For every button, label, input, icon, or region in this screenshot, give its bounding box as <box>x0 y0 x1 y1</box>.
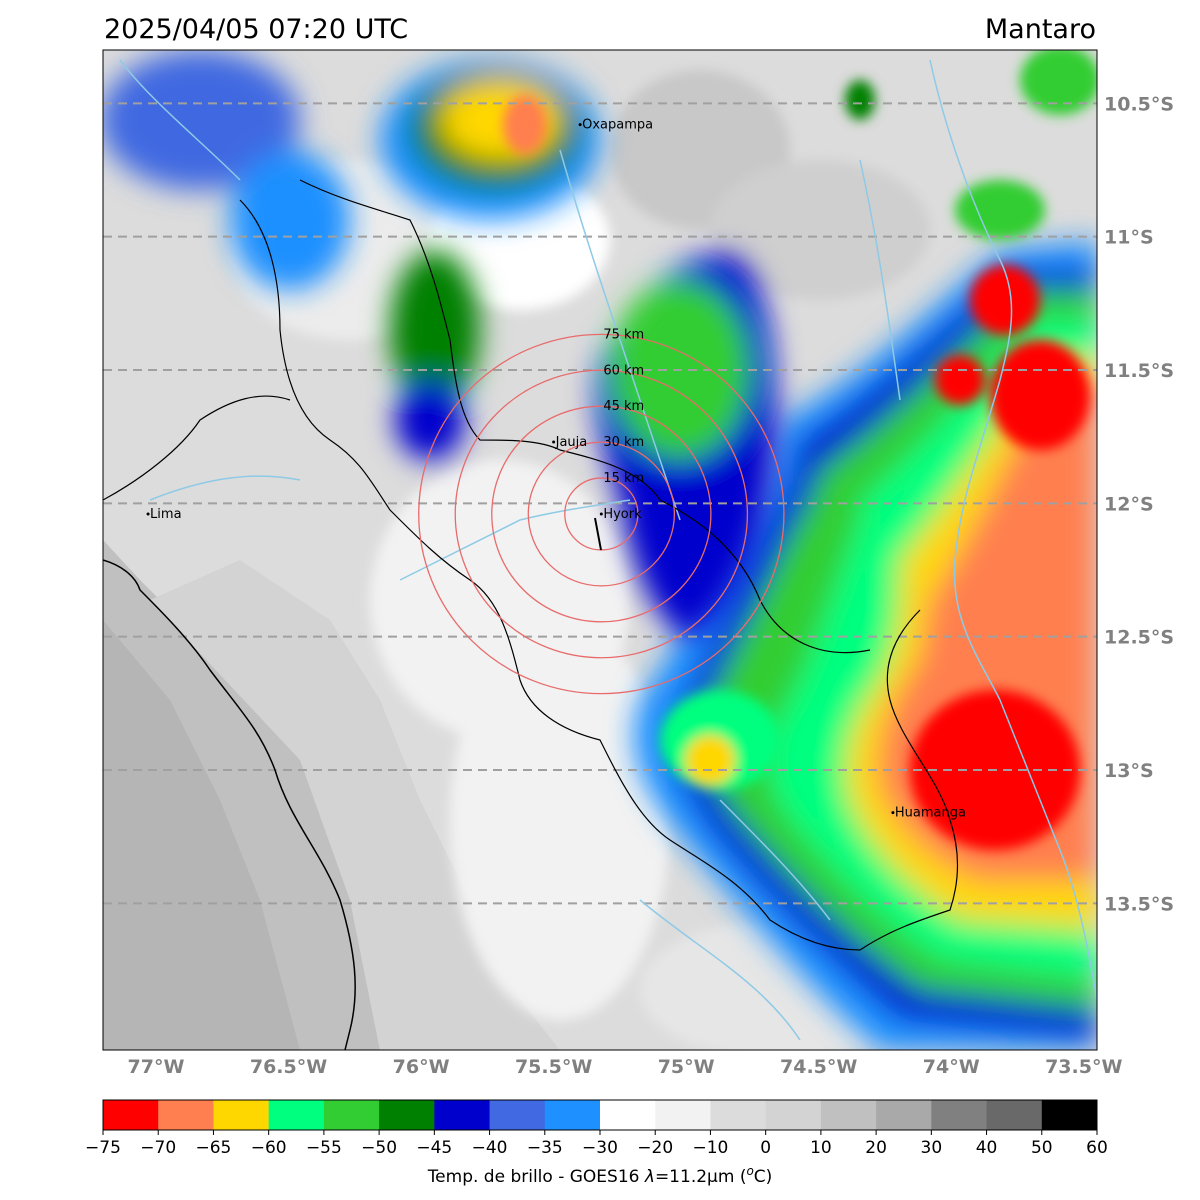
lat-tick-label: 13.5°S <box>1104 893 1174 915</box>
colorbar-tick-label: −45 <box>416 1138 452 1158</box>
radar-ring-label: 15 km <box>603 471 644 486</box>
latitude-gridlines <box>103 102 1097 905</box>
colorbar-tick-label: 0 <box>760 1138 771 1158</box>
colorbar-label-unit: C) <box>754 1167 773 1187</box>
colorbar-tick-label: −50 <box>361 1138 397 1158</box>
colorbar-tick-label: −30 <box>582 1138 618 1158</box>
radar-ring-label: 30 km <box>603 435 644 450</box>
political-borders <box>103 179 959 1050</box>
colorbar-segment <box>600 1100 656 1130</box>
colorbar-segment <box>986 1100 1043 1130</box>
city-marker <box>891 811 895 815</box>
lon-tick-label: 75°W <box>658 1056 715 1078</box>
colorbar-tick-label: 40 <box>976 1138 998 1158</box>
colorbar-segment <box>268 1100 325 1130</box>
colorbar-segment <box>876 1100 932 1130</box>
colorbar-tick-label: 60 <box>1086 1138 1108 1158</box>
lat-tick-label: 12.5°S <box>1104 627 1174 649</box>
lat-tick-label: 11°S <box>1104 227 1154 249</box>
radar-ring-75km <box>418 333 785 695</box>
colorbar-segment <box>820 1100 877 1130</box>
colorbar-tick-label: −35 <box>527 1138 563 1158</box>
lat-tick-label: 13°S <box>1104 760 1154 782</box>
colorbar-tick-label: 30 <box>921 1138 943 1158</box>
radar-beam-marker <box>594 517 602 551</box>
city-marker <box>552 440 556 444</box>
region-title: Mantaro <box>984 14 1096 45</box>
colorbar-segment <box>544 1100 601 1130</box>
colorbar-segment <box>931 1100 988 1130</box>
radar-ring-45km <box>491 405 712 623</box>
colorbar-segment <box>1041 1100 1098 1130</box>
colorbar-segment <box>765 1100 822 1130</box>
lon-tick-label: 75.5°W <box>515 1056 592 1078</box>
colorbar-segment <box>434 1100 491 1130</box>
radar-ring-label: 45 km <box>603 399 644 414</box>
radar-ring-label: 60 km <box>603 363 644 378</box>
radar-ring-60km <box>454 369 749 659</box>
city-label: Huamanga <box>895 806 966 821</box>
city-marker <box>578 123 582 127</box>
colorbar-tick-label: 50 <box>1031 1138 1053 1158</box>
lat-tick-label: 12°S <box>1104 493 1154 515</box>
lon-tick-label: 73.5°W <box>1045 1056 1122 1078</box>
colorbar-segment <box>379 1100 435 1130</box>
colorbar-segment <box>323 1100 380 1130</box>
city-marker <box>599 512 603 516</box>
colorbar-tick-label: −20 <box>637 1138 673 1158</box>
lat-tick-label: 11.5°S <box>1104 360 1174 382</box>
colorbar-tick-label: −10 <box>692 1138 728 1158</box>
map-timestamp: 2025/04/05 07:20 UTC <box>104 14 409 45</box>
colorbar-segment <box>213 1100 270 1130</box>
lon-tick-label: 74°W <box>923 1056 980 1078</box>
colorbar-segment <box>158 1100 214 1130</box>
colorbar-tick-label: −65 <box>195 1138 231 1158</box>
colorbar-segment <box>489 1100 546 1130</box>
rivers <box>119 59 1097 1041</box>
colorbar-label-prefix: Temp. de brillo - GOES16 <box>427 1167 645 1187</box>
map-frame <box>102 49 1098 1051</box>
lat-tick-label: 10.5°S <box>1104 93 1174 115</box>
colorbar-tick-label: −55 <box>306 1138 342 1158</box>
radar-range-rings: 15 km 30 km 45 km 60 km 75 km <box>418 327 785 695</box>
city-label: Jauja <box>555 435 588 450</box>
colorbar-tick-label: −40 <box>472 1138 508 1158</box>
city-label: Hyork <box>603 507 642 522</box>
longitude-labels: 77°W 76.5°W 76°W 75.5°W 75°W 74.5°W 74°W 73.5°W <box>128 1056 1123 1078</box>
colorbar-tick-label: −70 <box>140 1138 176 1158</box>
colorbar-segment <box>710 1100 767 1130</box>
colorbar: −75 −70 −65 −60 −55 −50 −45 −40 −35 −30 −20 −10 0 10 2… <box>85 1099 1108 1158</box>
colorbar-tick-label: 10 <box>810 1138 832 1158</box>
lon-tick-label: 74.5°W <box>780 1056 857 1078</box>
colorbar-label-suffix: =11.2μm ( <box>655 1167 747 1187</box>
city-label: Oxapampa <box>582 118 653 133</box>
colorbar-label: Temp. de brillo - GOES16 λ=11.2μm (oC) <box>427 1164 773 1187</box>
city-marker <box>146 512 150 516</box>
radar-ring-30km <box>527 441 676 587</box>
lon-tick-label: 77°W <box>128 1056 185 1078</box>
colorbar-tick-label: 20 <box>865 1138 887 1158</box>
colorbar-tick-label: −60 <box>251 1138 287 1158</box>
colorbar-segment <box>655 1100 711 1130</box>
colorbar-label-degree: o <box>746 1164 753 1178</box>
colorbar-label-lambda: λ <box>644 1167 655 1187</box>
colorbar-tick-label: −75 <box>85 1138 121 1158</box>
brightness-temperature-field <box>103 50 1097 1050</box>
lon-tick-label: 76.5°W <box>250 1056 327 1078</box>
city-labels: Oxapampa Jauja Lima Hyork Huamanga <box>146 118 966 821</box>
radar-ring-label: 75 km <box>603 327 644 342</box>
colorbar-segment <box>103 1100 159 1130</box>
lon-tick-label: 76°W <box>393 1056 450 1078</box>
city-label: Lima <box>150 507 181 522</box>
latitude-labels: 10.5°S 11°S 11.5°S 12°S 12.5°S 13°S 13.5°S <box>1104 93 1174 915</box>
